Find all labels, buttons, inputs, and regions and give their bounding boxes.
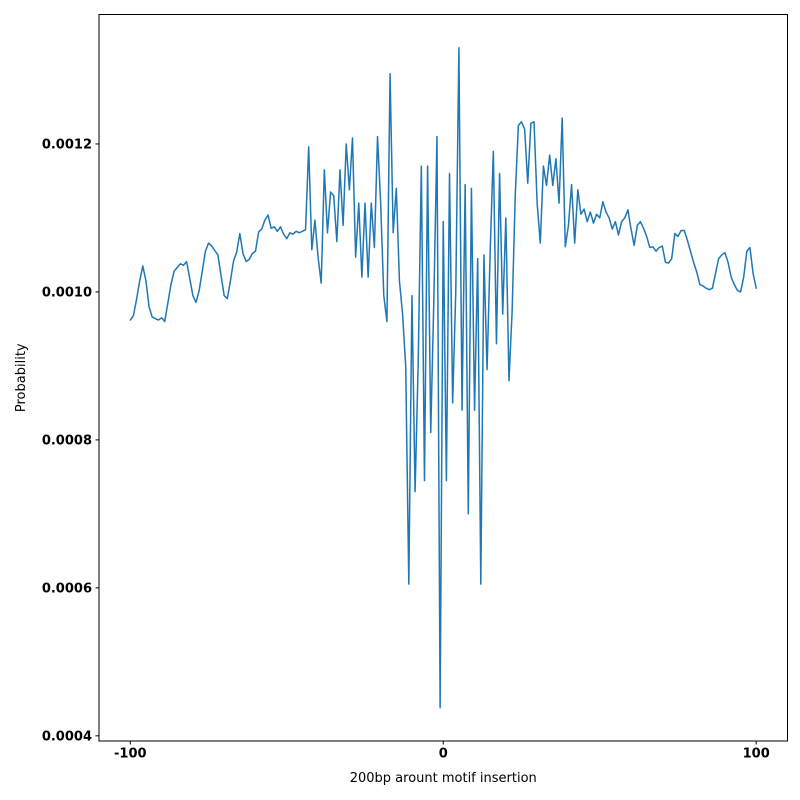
- probability-line: [129, 47, 757, 709]
- x-tick-label: 0: [439, 747, 448, 762]
- plot-border: [98, 14, 788, 742]
- axis-ticks: -100 0 100 0.0004 0.0006 0.0008 0.0010 0.0012: [42, 137, 770, 761]
- data-line-layer: [129, 47, 757, 709]
- y-axis-label: Probability: [14, 343, 29, 412]
- y-tick-label: 0.0006: [42, 581, 92, 596]
- y-tick-label: 0.0012: [42, 137, 92, 152]
- y-tick-label: 0.0004: [42, 729, 92, 744]
- x-tick-label: 100: [743, 747, 770, 762]
- x-axis-label: 200bp arount motif insertion: [350, 771, 537, 786]
- y-tick-label: 0.0008: [42, 433, 92, 448]
- y-tick-label: 0.0010: [42, 285, 92, 300]
- x-tick-label: -100: [114, 747, 147, 762]
